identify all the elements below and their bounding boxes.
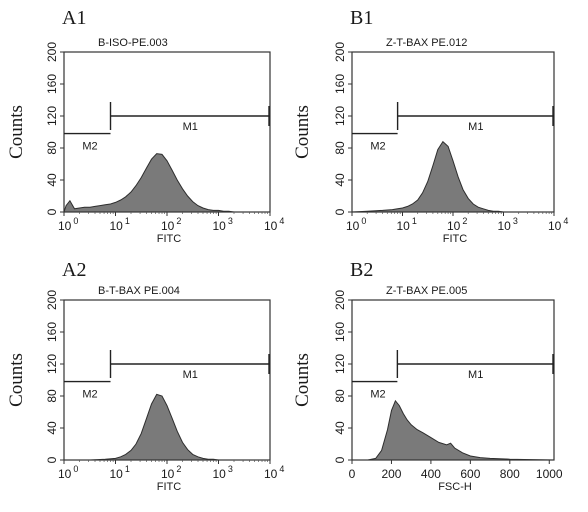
panel-label: B1: [350, 7, 373, 29]
y-tick-label: 40: [333, 173, 347, 187]
y-tick-label: 120: [333, 106, 347, 126]
histogram-area: [63, 153, 270, 213]
y-axis-label: Counts: [292, 105, 313, 159]
x-tick-label: 1000: [536, 467, 563, 481]
x-axis-label: FITC: [157, 233, 181, 245]
y-tick-label: 160: [45, 322, 59, 342]
y-tick-label: 40: [45, 173, 59, 187]
x-tick-label: 10 2: [447, 216, 467, 233]
sample-title: B-T-BAX PE.004: [98, 285, 180, 297]
x-tick-label: 10 2: [161, 216, 181, 233]
panel-label: B2: [350, 259, 373, 281]
y-tick-label: 200: [45, 290, 59, 310]
x-tick-label: 0: [349, 467, 356, 481]
marker-m2-label: M2: [370, 389, 385, 401]
histogram-area: [64, 393, 270, 461]
plot-frame: [351, 299, 555, 461]
marker-m1-label: M1: [183, 369, 198, 381]
marker-m1-label: M1: [183, 121, 198, 133]
x-tick-label: 10 3: [213, 464, 233, 481]
x-tick-label: 10 1: [110, 464, 130, 481]
y-tick-label: 0: [333, 208, 347, 215]
sample-title: Z-T-BAX PE.012: [386, 37, 467, 49]
y-tick-label: 120: [45, 106, 59, 126]
y-axis-label: Counts: [6, 105, 27, 159]
x-tick-label: 400: [421, 467, 441, 481]
marker-m1-label: M1: [468, 369, 483, 381]
x-tick-label: 10 4: [264, 216, 284, 233]
y-tick-label: 160: [333, 322, 347, 342]
marker-m2-label: M2: [82, 389, 97, 401]
y-tick-label: 160: [333, 74, 347, 94]
histogram-area: [352, 399, 555, 461]
x-tick-label: 10 0: [346, 216, 366, 233]
x-axis-label: FSC-H: [438, 481, 472, 493]
x-tick-label: 10 1: [397, 216, 417, 233]
x-axis-label: FITC: [443, 233, 467, 245]
sample-title: Z-T-BAX PE.005: [386, 285, 467, 297]
x-tick-label: 10 2: [161, 464, 181, 481]
marker-m1-label: M1: [468, 121, 483, 133]
y-tick-label: 120: [45, 354, 59, 374]
y-tick-label: 160: [45, 74, 59, 94]
x-tick-label: 10 0: [58, 216, 78, 233]
histogram-area: [351, 140, 554, 213]
panel-label: A2: [62, 259, 86, 281]
panel-a1: A1 B-ISO-PE.003 Counts 0 40 80 120 160 200 10 0 10 1…: [6, 7, 284, 245]
x-tick-label: 600: [460, 467, 480, 481]
x-tick-label: 10 1: [110, 216, 130, 233]
marker-m2-label: M2: [82, 141, 97, 153]
x-tick-label: 10 4: [548, 216, 568, 233]
y-tick-label: 0: [333, 456, 347, 463]
y-tick-label: 80: [333, 389, 347, 403]
y-tick-label: 120: [333, 354, 347, 374]
panel-b2: B2 Z-T-BAX PE.005 Counts 0 40 80 120 160 200 0 200…: [292, 259, 563, 493]
x-tick-label: 10 3: [213, 216, 233, 233]
x-tick-label: 200: [381, 467, 401, 481]
x-axis-label: FITC: [157, 481, 181, 493]
y-axis-label: Counts: [6, 353, 27, 407]
y-tick-label: 0: [45, 456, 59, 463]
y-tick-label: 40: [333, 421, 347, 435]
sample-title: B-ISO-PE.003: [98, 37, 168, 49]
y-tick-label: 40: [45, 421, 59, 435]
y-tick-label: 80: [45, 141, 59, 155]
y-tick-label: 200: [333, 290, 347, 310]
y-tick-label: 200: [333, 42, 347, 62]
x-tick-label: 10 4: [264, 464, 284, 481]
panel-a2: A2 B-T-BAX PE.004 Counts 0 40 80 120 160 200 10 0 1…: [6, 259, 284, 493]
x-tick-label: 10 0: [58, 464, 78, 481]
y-tick-label: 80: [45, 389, 59, 403]
y-tick-label: 0: [45, 208, 59, 215]
marker-m2-label: M2: [370, 141, 385, 153]
y-tick-label: 80: [333, 141, 347, 155]
panel-label: A1: [62, 7, 86, 29]
x-tick-label: 10 3: [498, 216, 518, 233]
panel-b1: B1 Z-T-BAX PE.012 Counts 0 40 80 120 160 200 10 0 1…: [292, 7, 568, 245]
x-tick-label: 800: [500, 467, 520, 481]
y-axis-label: Counts: [292, 353, 313, 407]
y-tick-label: 200: [45, 42, 59, 62]
